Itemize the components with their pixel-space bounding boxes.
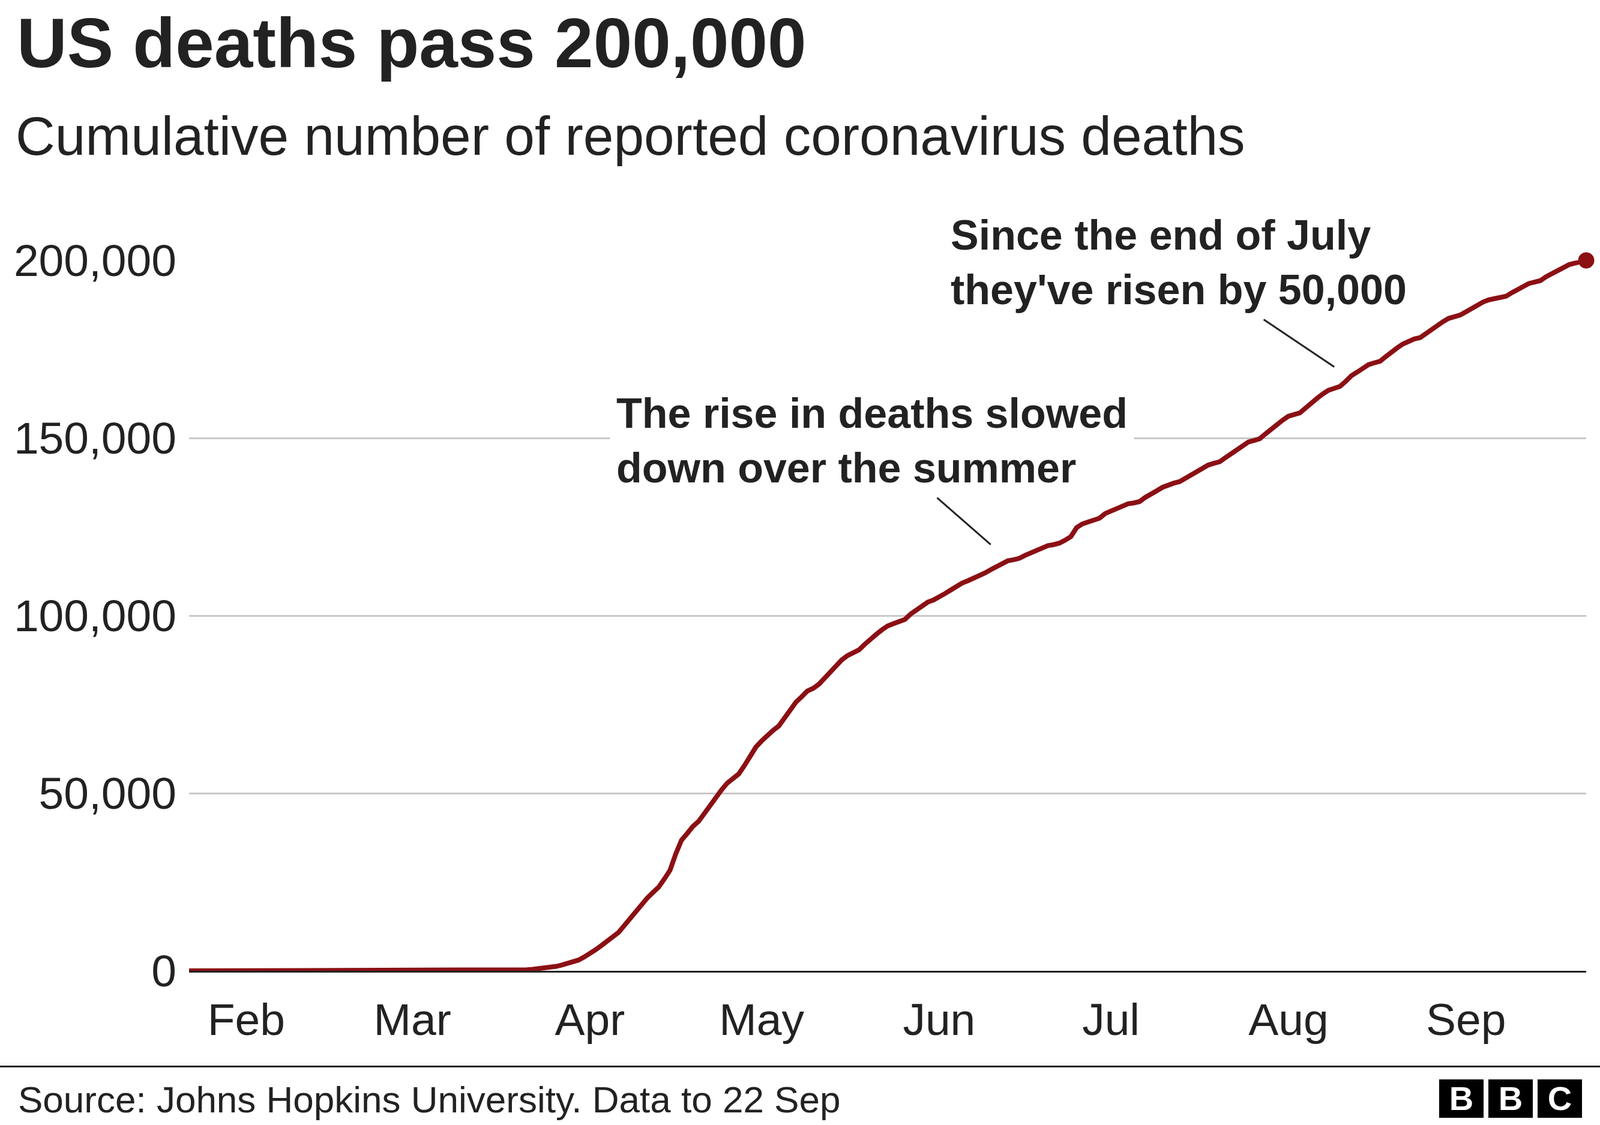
svg-text:100,000: 100,000 xyxy=(13,590,177,641)
svg-text:Sep: Sep xyxy=(1425,994,1506,1045)
svg-text:Mar: Mar xyxy=(373,994,452,1045)
svg-text:Aug: Aug xyxy=(1248,994,1329,1045)
svg-text:50,000: 50,000 xyxy=(39,768,177,819)
html-text:Cumulative number of reported: Cumulative number of reported coronaviru… xyxy=(15,105,1246,167)
svg-text:150,000: 150,000 xyxy=(13,412,177,464)
svg-text:Jul: Jul xyxy=(1082,994,1140,1045)
svg-text:0: 0 xyxy=(151,945,177,997)
svg-text:200,000: 200,000 xyxy=(13,235,177,286)
html-text:Source: Johns Hopkins Universi: Source: Johns Hopkins University. Data t… xyxy=(18,1079,841,1121)
svg-text:The rise in deaths sloweddown: The rise in deaths sloweddown over the s… xyxy=(616,390,1128,492)
html-text:US deaths pass 200,000: US deaths pass 200,000 xyxy=(16,4,807,83)
svg-text:Apr: Apr xyxy=(555,994,626,1045)
svg-text:Since the end of Julythey've r: Since the end of Julythey've risen by 50… xyxy=(950,211,1407,314)
html-text:C: C xyxy=(1547,1079,1572,1118)
html-text:B: B xyxy=(1449,1079,1474,1118)
svg-text:Jun: Jun xyxy=(902,994,976,1045)
html-text:B: B xyxy=(1498,1079,1523,1118)
svg-text:Feb: Feb xyxy=(207,994,286,1045)
svg-text:May: May xyxy=(718,994,805,1045)
